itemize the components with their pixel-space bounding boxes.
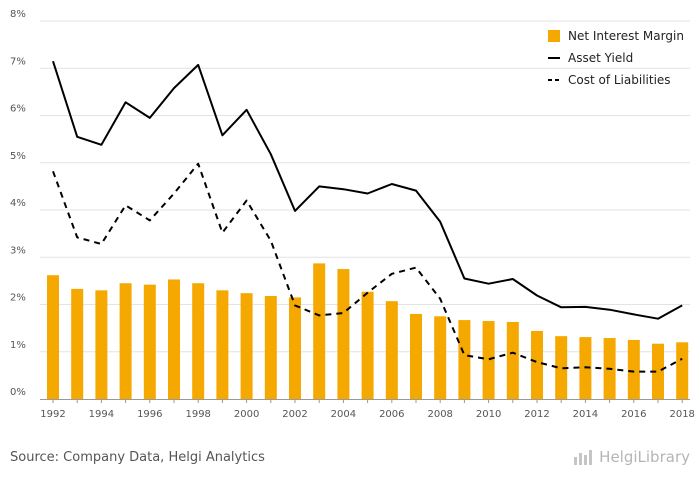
bar	[119, 283, 132, 399]
chart: 0% 1% 2% 3% 4% 5% 6% 7% 8% 1992 1994 1996 1998 2000 20…	[10, 9, 695, 420]
legend-label: Cost of Liabilities	[568, 73, 671, 87]
x-tick-label: 2000	[234, 409, 259, 420]
y-tick-label: 2%	[10, 293, 26, 304]
bar	[143, 284, 156, 399]
y-tick-label: 0%	[10, 387, 26, 398]
legend-label: Asset Yield	[568, 51, 633, 65]
bar-chart-icon	[574, 450, 593, 465]
bar	[47, 275, 59, 399]
bar	[458, 320, 471, 399]
bar	[627, 339, 640, 399]
x-tick-label: 2002	[282, 409, 307, 420]
x-tick-label: 2016	[621, 409, 646, 420]
cost-of-liabilities-line	[52, 162, 683, 373]
bar	[385, 301, 398, 399]
source-note: Source: Company Data, Helgi Analytics	[10, 450, 265, 465]
bar	[71, 288, 84, 399]
bar	[652, 343, 664, 399]
bar	[216, 290, 229, 399]
x-tick-label: 2008	[427, 409, 452, 420]
bar	[506, 321, 519, 399]
bar	[240, 293, 253, 399]
brand-name: HelgiLibrary	[599, 448, 690, 466]
axes: 0% 1% 2% 3% 4% 5% 6% 7% 8% 1992 1994 1996 1998 2000 20…	[10, 9, 695, 420]
y-tick-label: 4%	[10, 198, 26, 209]
y-tick-label: 6%	[10, 104, 26, 115]
x-tick-label: 1998	[185, 409, 210, 420]
asset-yield-line	[52, 60, 683, 320]
bar	[337, 269, 350, 399]
bar	[531, 330, 543, 399]
legend-label: Net Interest Margin	[568, 29, 684, 43]
x-tick-label: 2006	[379, 409, 404, 420]
x-tick-label: 2004	[331, 409, 356, 420]
legend-swatch	[548, 30, 560, 42]
y-tick-label: 8%	[10, 9, 26, 20]
bar	[192, 283, 205, 399]
y-tick-label: 7%	[10, 56, 26, 67]
bar	[168, 279, 180, 399]
y-tick-label: 3%	[10, 245, 26, 256]
y-tick-label: 1%	[10, 340, 26, 351]
x-tick-label: 2012	[524, 409, 549, 420]
bar	[482, 321, 495, 399]
bar	[676, 342, 689, 399]
y-tick-label: 5%	[10, 151, 26, 162]
bar	[313, 263, 326, 399]
x-tick-label: 1994	[89, 409, 114, 420]
bar	[289, 297, 301, 399]
bar	[95, 290, 108, 399]
x-tick-label: 1992	[40, 409, 65, 420]
bar	[264, 295, 277, 399]
x-tick-label: 2014	[573, 409, 598, 420]
bar	[434, 316, 447, 399]
bar-series	[47, 263, 689, 399]
x-tick-label: 2018	[669, 409, 694, 420]
x-tick-label: 2010	[476, 409, 501, 420]
x-tick-label: 1996	[137, 409, 162, 420]
bar	[361, 291, 374, 399]
legend: Net Interest Margin Asset Yield Cost of Li…	[548, 29, 684, 87]
bar	[555, 336, 568, 399]
bar	[410, 313, 422, 399]
line-series	[52, 60, 683, 373]
brand-logo[interactable]: HelgiLibrary	[573, 448, 690, 466]
